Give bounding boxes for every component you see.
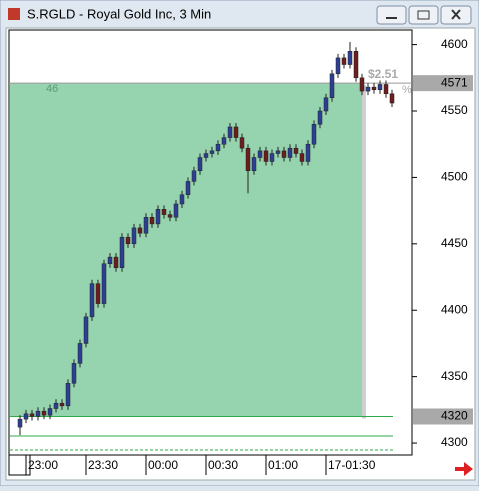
candle-body	[209, 150, 215, 154]
candle-body	[203, 153, 209, 158]
price-label: 4320	[441, 409, 468, 423]
price-label: 4571	[441, 75, 468, 89]
candle-body	[17, 418, 23, 428]
candle-body	[149, 217, 155, 225]
candle-body	[233, 126, 239, 138]
price-label-box	[413, 408, 473, 425]
range-box-shadow	[362, 85, 366, 419]
scroll-arrow[interactable]	[455, 462, 473, 476]
candle-body	[191, 170, 197, 182]
candle-body	[329, 73, 335, 98]
candle-body	[305, 143, 311, 162]
candle-body	[269, 153, 275, 162]
y-tick-label: 4350	[441, 369, 468, 383]
candle-body	[257, 150, 263, 158]
candle-body	[347, 51, 353, 65]
candle-body	[173, 203, 179, 218]
window-icon	[8, 8, 20, 20]
candle-body	[299, 153, 305, 162]
candle-body	[53, 402, 59, 409]
window-title: S.RGLD - Royal Gold Inc, 3 Min	[27, 6, 211, 21]
candle-body	[71, 363, 77, 384]
candle-body	[239, 137, 245, 149]
candle-body	[119, 236, 125, 268]
candle-body	[221, 137, 227, 145]
candle-body	[197, 157, 203, 172]
candle-body	[383, 84, 389, 94]
price-label-box	[413, 75, 473, 92]
candle-body	[251, 157, 257, 172]
x-tick-label: 17-01:30	[328, 458, 376, 472]
y-tick-label: 4300	[441, 435, 468, 449]
annotation: %	[402, 84, 412, 96]
candle-body	[101, 263, 107, 304]
candle-body	[185, 181, 191, 195]
candle-body	[29, 413, 35, 417]
candle-body	[107, 256, 113, 264]
candle-body	[215, 143, 221, 152]
plot-layer: 46 $2.51%	[9, 41, 412, 436]
candle-body	[335, 57, 341, 75]
candle-body	[323, 97, 329, 112]
candle-body	[341, 57, 347, 65]
candle-body	[137, 227, 143, 234]
y-tick-label: 4500	[441, 170, 468, 184]
candle-body	[311, 124, 317, 145]
candle-body	[371, 86, 377, 91]
maximize-icon	[417, 10, 430, 20]
candle-body	[293, 147, 299, 154]
x-tick-label: 00:00	[148, 458, 178, 472]
candle-body	[227, 126, 233, 138]
x-tick-label: 23:30	[88, 458, 118, 472]
annotation: 46	[46, 83, 58, 95]
y-tick-label: 4450	[441, 236, 468, 250]
candle-body	[281, 150, 287, 158]
candle-body	[179, 194, 185, 205]
candle-body	[77, 343, 83, 364]
candle-body	[143, 217, 149, 234]
candle-body	[95, 283, 101, 304]
y-tick-label: 4400	[441, 302, 468, 316]
candle-body	[167, 214, 173, 218]
x-tick-label: 01:00	[268, 458, 298, 472]
minimize-button[interactable]	[376, 5, 407, 25]
maximize-button[interactable]	[408, 5, 439, 25]
candle-body	[41, 410, 47, 416]
candle-body	[155, 209, 161, 225]
candle-body	[47, 408, 53, 416]
candle-body	[125, 236, 131, 245]
y-tick-label: 4600	[441, 37, 468, 51]
candle-body	[59, 402, 65, 407]
candle-body	[263, 150, 269, 162]
candle-body	[65, 383, 71, 407]
candle-body	[89, 283, 95, 318]
candle-body	[161, 209, 167, 215]
candle-body	[275, 150, 281, 154]
candle-body	[317, 110, 323, 125]
x-tick-label: 00:30	[208, 458, 238, 472]
candle-body	[245, 147, 251, 172]
candle-body	[353, 51, 359, 79]
candle-body	[23, 413, 29, 420]
candle-body	[359, 77, 365, 92]
candle-body	[35, 410, 41, 417]
candle-body	[365, 86, 371, 92]
annotation: $2.51	[368, 67, 398, 81]
corner-box	[8, 454, 31, 476]
candle-body	[83, 316, 89, 344]
range-box	[10, 83, 362, 417]
candle-body	[287, 147, 293, 158]
candle-body	[389, 93, 395, 104]
x-tick-label: 23:00	[28, 458, 58, 472]
close-icon	[451, 9, 461, 20]
candle-body	[131, 227, 137, 245]
y-tick-label: 4550	[441, 103, 468, 117]
candle-body	[377, 84, 383, 91]
candle-body	[113, 256, 119, 268]
